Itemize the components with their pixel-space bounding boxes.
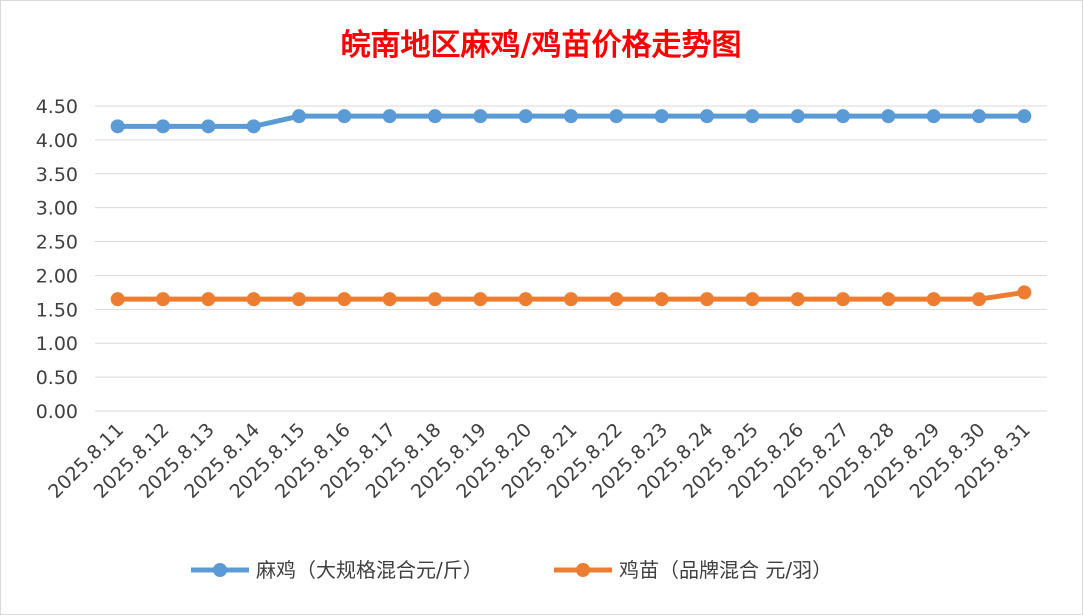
data-point[interactable]	[745, 292, 760, 307]
series-layer	[110, 109, 1032, 307]
data-point[interactable]	[1017, 109, 1032, 124]
legend-marker-series-2	[576, 563, 590, 577]
data-point[interactable]	[110, 292, 125, 307]
data-point[interactable]	[972, 109, 986, 124]
data-point[interactable]	[518, 292, 533, 307]
y-tick-label: 2.00	[36, 265, 78, 287]
y-tick-label: 0.00	[36, 401, 78, 423]
data-point[interactable]	[836, 109, 850, 124]
y-tick-label: 3.00	[36, 198, 78, 220]
data-point[interactable]	[790, 109, 805, 124]
y-tick-label: 4.50	[36, 96, 78, 118]
legend: 麻鸡（大规格混合元/斤） 鸡苗（品牌混合 元/羽）	[191, 558, 832, 582]
data-point[interactable]	[926, 109, 941, 124]
data-point[interactable]	[609, 292, 624, 307]
data-point[interactable]	[473, 109, 488, 124]
data-point[interactable]	[382, 292, 397, 307]
data-point[interactable]	[564, 292, 578, 307]
data-point[interactable]	[292, 109, 306, 124]
data-point[interactable]	[292, 292, 306, 307]
data-point[interactable]	[156, 119, 170, 134]
data-point[interactable]	[428, 292, 442, 307]
data-point[interactable]	[246, 292, 261, 307]
data-point[interactable]	[881, 292, 896, 307]
data-point[interactable]	[609, 109, 624, 124]
data-point[interactable]	[337, 109, 352, 124]
data-point[interactable]	[201, 292, 216, 307]
legend-label-series-1: 麻鸡（大规格混合元/斤）	[256, 558, 483, 582]
legend-marker-series-1	[213, 563, 227, 577]
data-point[interactable]	[428, 109, 442, 124]
data-point[interactable]	[881, 109, 896, 124]
data-point[interactable]	[745, 109, 760, 124]
series-2	[110, 285, 1032, 307]
y-tick-label: 1.50	[36, 299, 78, 321]
data-point[interactable]	[790, 292, 805, 307]
y-tick-label: 4.00	[36, 130, 78, 152]
y-tick-label: 1.00	[36, 333, 78, 355]
data-point[interactable]	[654, 109, 669, 124]
gridlines	[95, 105, 1047, 412]
data-point[interactable]	[110, 119, 125, 134]
data-point[interactable]	[201, 119, 216, 134]
data-point[interactable]	[1017, 285, 1032, 300]
data-point[interactable]	[337, 292, 352, 307]
data-point[interactable]	[926, 292, 941, 307]
data-point[interactable]	[972, 292, 986, 307]
y-tick-label: 0.50	[36, 367, 78, 389]
data-point[interactable]	[156, 292, 170, 307]
data-point[interactable]	[700, 109, 714, 124]
data-point[interactable]	[473, 292, 488, 307]
data-point[interactable]	[518, 109, 533, 124]
series-1	[110, 109, 1032, 134]
chart-title: 皖南地区麻鸡/鸡苗价格走势图	[341, 28, 742, 63]
data-point[interactable]	[836, 292, 850, 307]
legend-label-series-2: 鸡苗（品牌混合 元/羽）	[619, 558, 832, 582]
y-axis-ticks: 0.00 0.50 1.00 1.50 2.00 2.50 3.00 3.50 4.00 4.50	[36, 96, 78, 423]
data-point[interactable]	[382, 109, 397, 124]
y-tick-label: 3.50	[36, 164, 78, 186]
data-point[interactable]	[246, 119, 261, 134]
data-point[interactable]	[654, 292, 669, 307]
data-point[interactable]	[564, 109, 578, 124]
legend-item-series-2[interactable]: 鸡苗（品牌混合 元/羽）	[554, 558, 832, 582]
y-tick-label: 2.50	[36, 232, 78, 254]
data-point[interactable]	[700, 292, 714, 307]
legend-item-series-1[interactable]: 麻鸡（大规格混合元/斤）	[191, 558, 483, 582]
x-axis-ticks: 2025.8.112025.8.122025.8.132025.8.142025…	[44, 419, 1035, 503]
